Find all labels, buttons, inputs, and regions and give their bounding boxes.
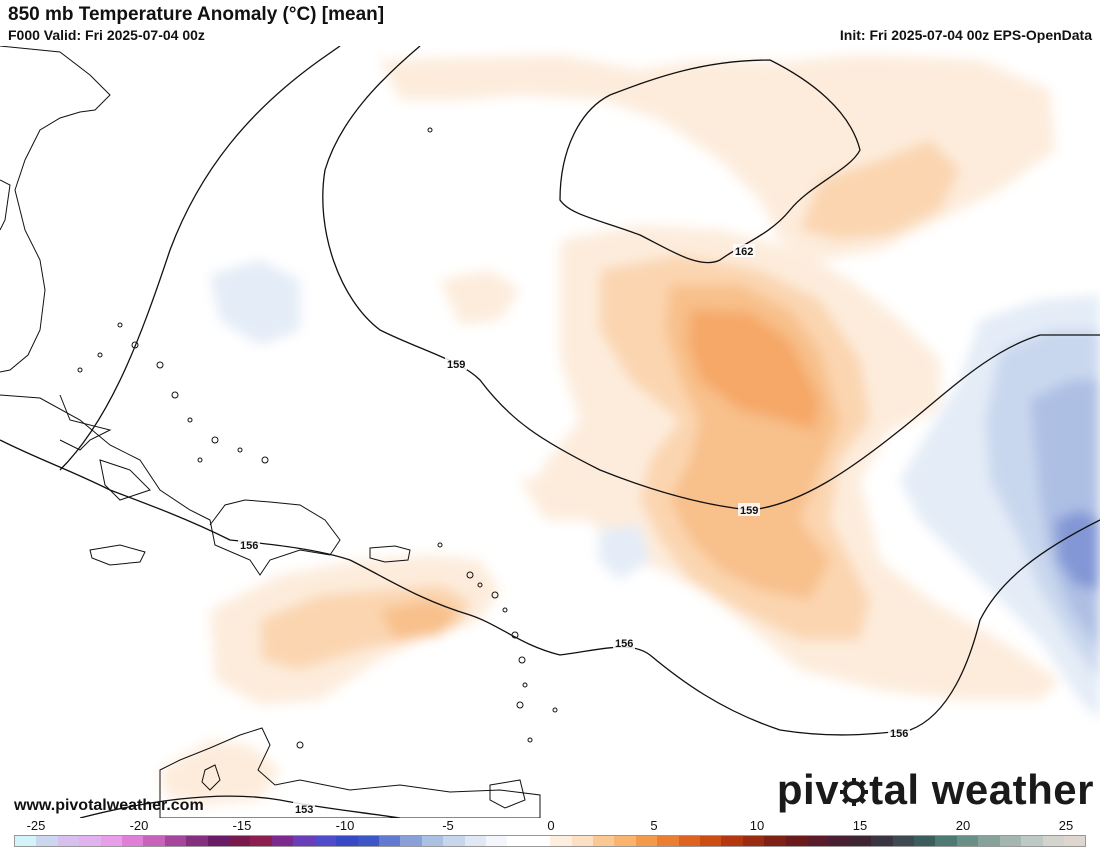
- colorbar: -25 -20 -15 -10 -5 0 5 10 15 20 25: [14, 818, 1086, 850]
- colorbar-bin: [271, 836, 294, 846]
- island-chain: [77, 127, 558, 749]
- colorbar-bin: [378, 836, 401, 846]
- colorbar-bin: [250, 836, 272, 846]
- colorbar-bin: [143, 836, 165, 846]
- colorbar-bin: [443, 836, 465, 846]
- header: 850 mb Temperature Anomaly (°C) [mean] F…: [0, 0, 1100, 46]
- colorbar-tick-label: -10: [335, 818, 355, 833]
- colorbar-bin: [550, 836, 572, 846]
- colorbar-bin: [122, 836, 144, 846]
- colorbar-bin: [229, 836, 251, 846]
- init-time: Init: Fri 2025-07-04 00z EPS-OpenData: [839, 27, 1092, 43]
- contour-label: 156: [240, 540, 258, 552]
- colorbar-bin: [57, 836, 80, 846]
- valid-time: F000 Valid: Fri 2025-07-04 00z: [8, 27, 205, 43]
- colorbar-bin: [186, 836, 208, 846]
- colorbar-bin: [293, 836, 315, 846]
- colorbar-bin: [956, 836, 979, 846]
- contour-label: 162: [735, 246, 753, 258]
- colorbar-bin: [764, 836, 786, 846]
- colorbar-bin: [336, 836, 358, 846]
- colorbar-bin: [592, 836, 615, 846]
- colorbar-bin: [507, 836, 529, 846]
- colorbar-bin: [571, 836, 593, 846]
- colorbar-tick-label: 20: [955, 818, 971, 833]
- map-title: 850 mb Temperature Anomaly (°C) [mean]: [8, 4, 385, 25]
- contour-label: 159: [447, 359, 465, 371]
- colorbar-bin: [678, 836, 700, 846]
- colorbar-bin: [742, 836, 765, 846]
- colorbar-bin: [700, 836, 722, 846]
- colorbar-bins: [14, 835, 1086, 847]
- colorbar-tick-label: 0: [547, 818, 555, 833]
- colorbar-bin: [721, 836, 743, 846]
- colorbar-bin: [657, 836, 679, 846]
- colorbar-bin: [1063, 836, 1086, 846]
- colorbar-tick-label: -5: [442, 818, 454, 833]
- colorbar-bin: [871, 836, 893, 846]
- colorbar-bin: [357, 836, 379, 846]
- colorbar-tick-label: -25: [26, 818, 46, 833]
- colorbar-tick-label: -15: [232, 818, 252, 833]
- pivotal-weather-logo: piv tal weather: [776, 766, 1094, 813]
- colorbar-tick-label: 10: [749, 818, 765, 833]
- colorbar-bin: [1042, 836, 1064, 846]
- colorbar-bin: [785, 836, 808, 846]
- colorbar-bin: [464, 836, 486, 846]
- colorbar-bin: [207, 836, 230, 846]
- colorbar-bin: [36, 836, 58, 846]
- colorbar-labels: -25 -20 -15 -10 -5 0 5 10 15 20 25: [14, 818, 1086, 834]
- colorbar-bin: [528, 836, 551, 846]
- watermark-url: www.pivotalweather.com: [14, 797, 204, 814]
- colorbar-bin: [79, 836, 101, 846]
- colorbar-bin: [1021, 836, 1043, 846]
- colorbar-bin: [935, 836, 957, 846]
- colorbar-bin: [978, 836, 1000, 846]
- colorbar-bin: [892, 836, 915, 846]
- colorbar-tick-label: -20: [129, 818, 149, 833]
- coastlines: [0, 46, 541, 818]
- colorbar-bin: [400, 836, 422, 846]
- colorbar-bin: [485, 836, 508, 846]
- map-canvas[interactable]: 162 159 159 156 156 156 153: [0, 46, 1100, 818]
- colorbar-bin: [807, 836, 829, 846]
- gear-icon: [839, 769, 869, 806]
- colorbar-bin: [421, 836, 444, 846]
- colorbar-tick-label: 15: [852, 818, 868, 833]
- contour-labels: 162 159 159 156 156 156 153: [238, 244, 910, 816]
- contour-label: 159: [740, 505, 758, 517]
- height-contours: [0, 46, 1100, 818]
- colorbar-tick-label: 5: [650, 818, 658, 833]
- colorbar-bin: [635, 836, 658, 846]
- contour-label: 153: [295, 804, 313, 816]
- cool-anomaly-shading: [210, 260, 1100, 720]
- colorbar-bin: [999, 836, 1022, 846]
- colorbar-bin: [849, 836, 872, 846]
- colorbar-bin: [100, 836, 123, 846]
- contour-label: 156: [615, 638, 633, 650]
- colorbar-tick-label: 25: [1058, 818, 1074, 833]
- colorbar-bin: [314, 836, 337, 846]
- colorbar-bin: [614, 836, 636, 846]
- contour-label: 156: [890, 728, 908, 740]
- colorbar-bin: [914, 836, 936, 846]
- warm-anomaly-shading: [160, 55, 1060, 805]
- colorbar-bin: [164, 836, 187, 846]
- colorbar-bin: [828, 836, 850, 846]
- colorbar-bin: [15, 836, 37, 846]
